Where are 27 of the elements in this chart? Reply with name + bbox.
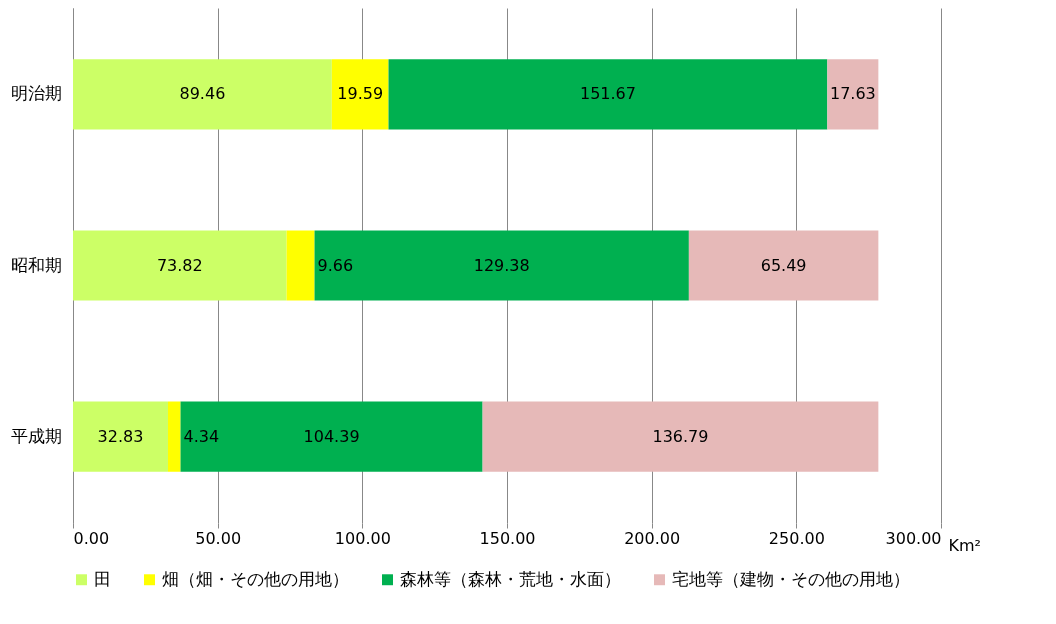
x-tick-label: 300.00	[885, 528, 942, 548]
data-label: 73.82	[156, 255, 203, 275]
y-tick-label: 明治期	[10, 83, 62, 104]
data-label: 32.83	[97, 426, 144, 446]
x-tick-label: 100.00	[334, 528, 391, 548]
x-axis-title: Km²	[948, 535, 981, 555]
data-label: 151.67	[579, 84, 636, 104]
x-tick-label: 250.00	[768, 528, 825, 548]
legend-label: 畑（畑・その他の用地）	[162, 568, 349, 589]
data-label: 136.79	[652, 426, 709, 446]
y-tick-label: 平成期	[10, 425, 62, 446]
x-tick-label: 0.00	[73, 528, 110, 548]
y-tick-label: 昭和期	[10, 254, 62, 275]
data-label: 4.34	[183, 426, 220, 446]
x-tick-label: 50.00	[195, 528, 242, 548]
x-tick-label: 200.00	[624, 528, 681, 548]
data-label: 65.49	[760, 255, 807, 275]
data-label: 89.46	[179, 84, 226, 104]
legend-label: 森林等（森林・荒地・水面）	[400, 568, 621, 589]
x-tick-label: 150.00	[479, 528, 536, 548]
data-label: 9.66	[317, 255, 354, 275]
data-label: 129.38	[473, 255, 530, 275]
data-label: 104.39	[303, 426, 360, 446]
data-label: 19.59	[337, 84, 384, 104]
legend-label: 宅地等（建物・その他の用地）	[672, 568, 910, 589]
legend-label: 田	[94, 568, 111, 589]
data-label: 17.63	[829, 84, 876, 104]
